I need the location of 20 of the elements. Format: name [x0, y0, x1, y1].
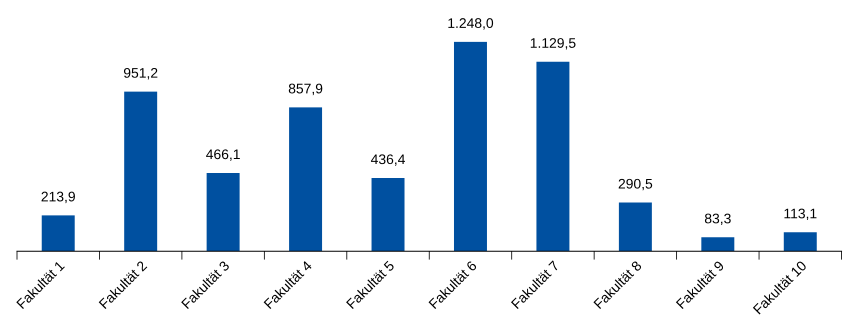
bar: [784, 232, 817, 252]
bar: [701, 237, 734, 252]
bar: [289, 107, 322, 252]
data-label: 290,5: [618, 178, 652, 190]
bar: [536, 62, 570, 252]
bar: [42, 215, 75, 252]
data-label: 83,3: [704, 214, 731, 226]
bar: [454, 42, 487, 252]
bar: [206, 173, 240, 252]
data-label: 113,1: [784, 208, 816, 220]
bar: [124, 92, 158, 252]
bar: [372, 178, 405, 252]
data-label: 951,2: [124, 68, 158, 80]
data-label: 1.129,5: [530, 38, 576, 50]
data-label: 1.248,0: [448, 18, 494, 30]
data-label: 436,4: [370, 154, 405, 166]
data-label: 857,9: [288, 84, 322, 96]
bar: [618, 202, 652, 252]
data-label: 213,9: [42, 192, 75, 204]
data-label: 466,1: [206, 149, 240, 161]
